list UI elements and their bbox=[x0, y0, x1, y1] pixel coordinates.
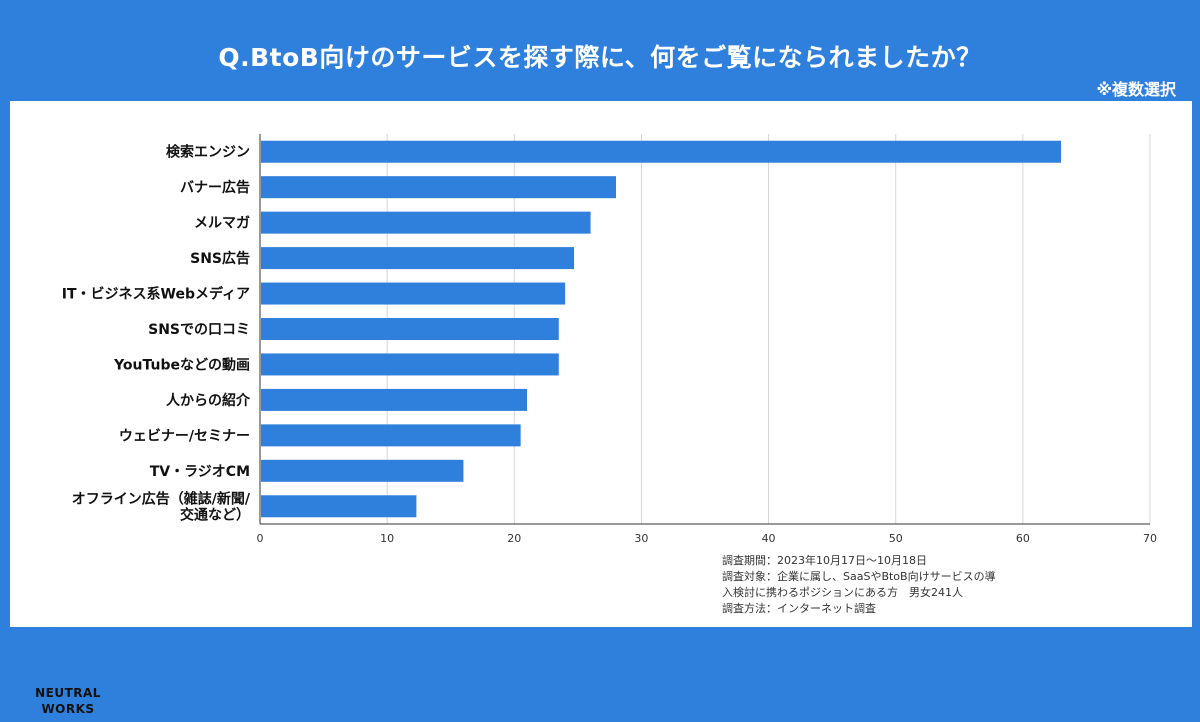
survey-method: 調査方法：インターネット調査 bbox=[722, 602, 876, 615]
x-tick-label: 40 bbox=[762, 532, 776, 545]
category-label: IT・ビジネス系Webメディア bbox=[62, 286, 250, 303]
bar bbox=[261, 318, 559, 340]
category-label: 検索エンジン bbox=[166, 144, 250, 161]
bar bbox=[261, 247, 575, 270]
bar bbox=[261, 211, 591, 234]
survey-info: 調査期間：2023年10月17日～10月18日 調査対象：企業に属し、SaaSや… bbox=[722, 553, 1002, 617]
category-label: オフライン広告（雑誌/新聞/ bbox=[72, 490, 251, 507]
x-tick-label: 0 bbox=[257, 532, 264, 545]
x-tick-label: 60 bbox=[1016, 532, 1030, 545]
category-label: バナー広告 bbox=[180, 179, 250, 196]
bar bbox=[261, 353, 559, 376]
survey-period: 調査期間：2023年10月17日～10月18日 bbox=[722, 554, 927, 567]
title-bar: Q.BtoB向けのサービスを探す際に、何をご覧になられましたか？ ※複数選択 bbox=[0, 0, 1200, 100]
multiple-choice-note: ※複数選択 bbox=[1096, 80, 1176, 99]
category-label: ウェビナー/セミナー bbox=[119, 428, 250, 444]
x-tick-label: 50 bbox=[889, 532, 903, 545]
x-tick-label: 20 bbox=[507, 532, 521, 545]
bar bbox=[261, 176, 616, 199]
survey-target: 調査対象：企業に属し、SaaSやBtoB向けサービスの導入検討に携わるポジション… bbox=[722, 570, 996, 599]
bar bbox=[261, 459, 464, 482]
bar bbox=[261, 140, 1061, 163]
bar bbox=[261, 495, 417, 518]
x-tick-label: 70 bbox=[1143, 532, 1157, 545]
x-tick-label: 10 bbox=[380, 532, 394, 545]
bar bbox=[261, 424, 521, 447]
category-label: YouTubeなどの動画 bbox=[113, 356, 250, 373]
pulse-logo-icon bbox=[27, 631, 95, 683]
chart-card: 0 10 20 30 40 50 60 70 検索エンジンバナー広告メルマガ SNS広告 IT・ビジ… bbox=[10, 101, 1192, 716]
neutral-works-logo: NEUTRAL WORKS bbox=[27, 628, 108, 722]
category-label: SNSでの口コミ bbox=[148, 322, 250, 338]
category-label: メルマガ bbox=[194, 216, 250, 232]
x-tick-label: 30 bbox=[634, 532, 648, 545]
category-label: 交通など） bbox=[180, 506, 250, 523]
bar bbox=[261, 282, 566, 305]
chart-title: Q.BtoB向けのサービスを探す際に、何をご覧になられましたか？ bbox=[218, 43, 982, 72]
category-label: 人からの紹介 bbox=[166, 392, 251, 409]
bar bbox=[261, 388, 527, 411]
logo-text-line2: WORKS bbox=[41, 702, 95, 716]
logo-text-line1: NEUTRAL bbox=[35, 686, 101, 700]
category-label: TV・ラジオCM bbox=[150, 464, 250, 480]
category-label: SNS広告 bbox=[190, 250, 250, 267]
